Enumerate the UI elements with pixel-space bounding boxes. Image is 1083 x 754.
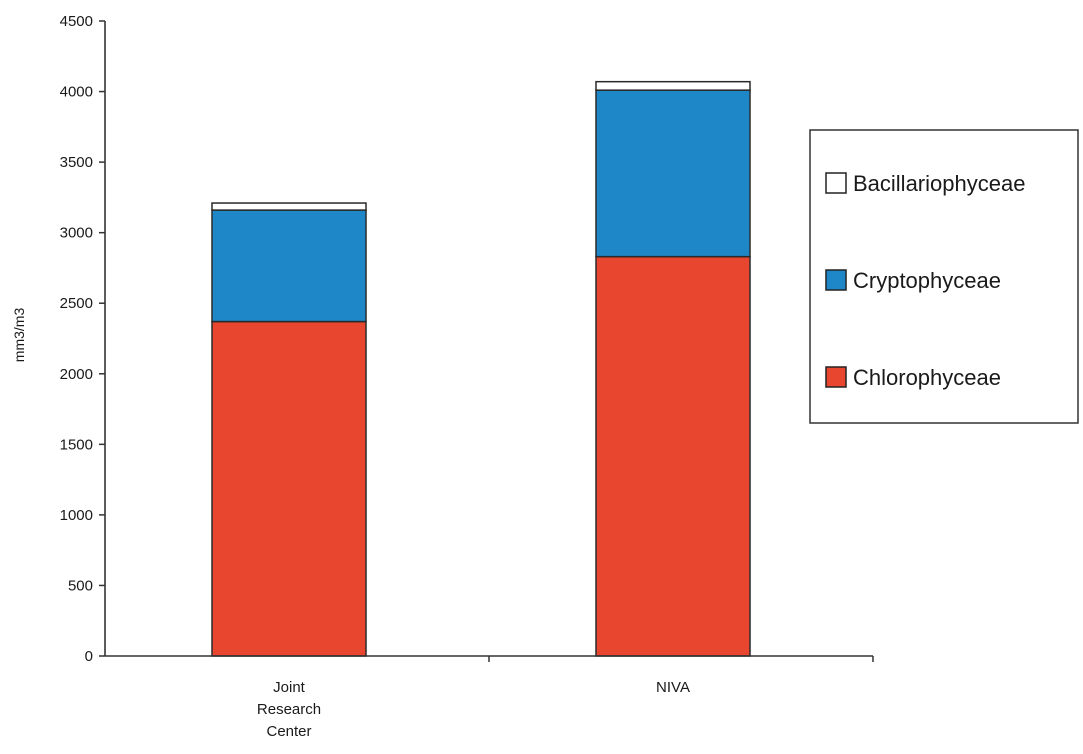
bar-segment-bacillariophyceae [595,80,751,91]
y-axis-title: mm3/m3 [11,308,27,363]
y-tick-label: 4000 [60,84,93,101]
y-tick-label: 1000 [60,507,93,524]
legend-label-chlorophyceae: Chlorophyceae [853,365,1001,390]
y-tick-label: 2000 [60,366,93,383]
bar-segment-cryptophyceae [211,209,367,323]
legend: Bacillariophyceae Cryptophyceae Chlorophyc… [809,129,1079,424]
y-tick-label: 0 [85,648,93,665]
y-tick-label: 3500 [60,154,93,171]
x-category-label: NIVA [656,679,690,696]
y-tick-label: 3000 [60,225,93,242]
legend-label-cryptophyceae: Cryptophyceae [853,268,1001,293]
legend-swatch-cryptophyceae [825,269,847,291]
bar-segment-chlorophyceae [211,320,367,657]
bar-segment-bacillariophyceae [211,202,367,211]
legend-box [809,129,1079,424]
legend-items: Bacillariophyceae Cryptophyceae Chlorophyc… [825,171,1025,390]
y-tick-label: 4500 [60,13,93,30]
y-ticks: 0 500 1000 1500 2000 2500 3000 3500 4000 4500 [60,13,105,665]
bar-segment-chlorophyceae [595,255,751,657]
x-category-label: Joint Research Center [257,679,321,740]
legend-swatch-chlorophyceae [825,366,847,388]
y-tick-label: 1500 [60,436,93,453]
bars-layer [211,80,751,657]
legend-label-bacillariophyceae: Bacillariophyceae [853,171,1025,196]
x-category-labels: Joint Research Center NIVA [257,656,874,740]
legend-swatch-bacillariophyceae [825,172,847,194]
y-tick-label: 2500 [60,295,93,312]
bar-segment-cryptophyceae [595,89,751,258]
y-tick-label: 500 [68,577,93,594]
